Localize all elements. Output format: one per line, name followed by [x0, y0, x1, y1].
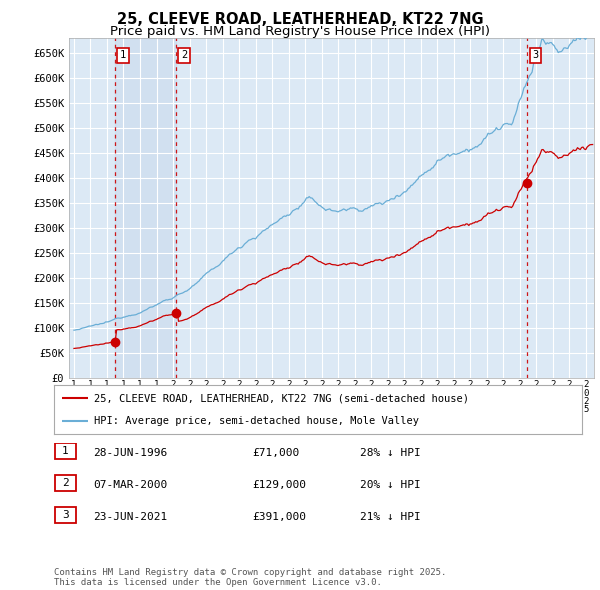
Text: 25, CLEEVE ROAD, LEATHERHEAD, KT22 7NG (semi-detached house): 25, CLEEVE ROAD, LEATHERHEAD, KT22 7NG (…	[94, 394, 469, 404]
Text: 3: 3	[62, 510, 69, 520]
Text: £71,000: £71,000	[252, 448, 299, 458]
Text: HPI: Average price, semi-detached house, Mole Valley: HPI: Average price, semi-detached house,…	[94, 415, 419, 425]
Text: 28% ↓ HPI: 28% ↓ HPI	[360, 448, 421, 458]
Text: 21% ↓ HPI: 21% ↓ HPI	[360, 512, 421, 522]
Text: 2: 2	[62, 478, 69, 488]
Text: 3: 3	[532, 50, 539, 60]
Text: 28-JUN-1996: 28-JUN-1996	[93, 448, 167, 458]
FancyBboxPatch shape	[55, 444, 76, 459]
FancyBboxPatch shape	[55, 476, 76, 491]
Text: 2: 2	[181, 50, 187, 60]
Text: Price paid vs. HM Land Registry's House Price Index (HPI): Price paid vs. HM Land Registry's House …	[110, 25, 490, 38]
FancyBboxPatch shape	[55, 507, 76, 523]
Text: 20% ↓ HPI: 20% ↓ HPI	[360, 480, 421, 490]
Text: £391,000: £391,000	[252, 512, 306, 522]
Text: 1: 1	[120, 50, 126, 60]
Text: 23-JUN-2021: 23-JUN-2021	[93, 512, 167, 522]
Text: 1: 1	[62, 447, 69, 456]
Text: 07-MAR-2000: 07-MAR-2000	[93, 480, 167, 490]
Bar	[115, 38, 176, 378]
Text: Contains HM Land Registry data © Crown copyright and database right 2025.
This d: Contains HM Land Registry data © Crown c…	[54, 568, 446, 587]
Text: £129,000: £129,000	[252, 480, 306, 490]
Text: 25, CLEEVE ROAD, LEATHERHEAD, KT22 7NG: 25, CLEEVE ROAD, LEATHERHEAD, KT22 7NG	[116, 12, 484, 27]
